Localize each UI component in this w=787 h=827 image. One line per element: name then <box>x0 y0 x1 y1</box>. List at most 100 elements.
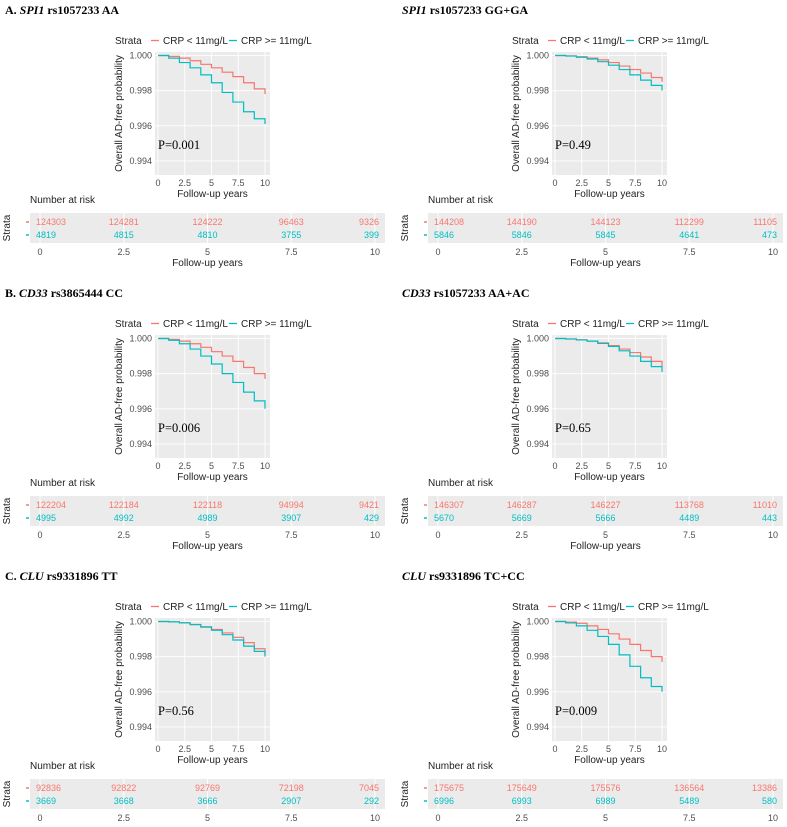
x-tick-label: 5 <box>209 744 214 754</box>
risk-count-high: 4489 <box>679 513 699 523</box>
risk-count-high: 473 <box>762 230 777 240</box>
legend-title: Strata <box>115 36 142 47</box>
risk-table-title: Number at risk <box>428 195 494 206</box>
x-tick-label: 5 <box>209 461 214 471</box>
x-tick-label: 10 <box>657 178 667 188</box>
risk-x-tick-label: 0 <box>37 530 42 540</box>
curve-crp-high <box>555 337 663 372</box>
risk-count-high: 6996 <box>434 796 454 806</box>
x-tick-label: 0 <box>155 744 160 754</box>
legend-label-low: CRP < 11mg/L <box>560 602 625 613</box>
risk-table-title: Number at risk <box>30 478 96 489</box>
risk-table-title: Number at risk <box>30 195 96 206</box>
risk-count-low: 94994 <box>279 500 304 510</box>
risk-count-high: 2907 <box>281 796 301 806</box>
y-tick-label: 0.996 <box>526 687 549 697</box>
panel-title-gene: CLU <box>20 569 45 583</box>
x-axis-label: Follow-up years <box>177 189 248 200</box>
risk-count-high: 429 <box>364 513 379 523</box>
curve-crp-high <box>555 620 663 692</box>
risk-x-tick-label: 2.5 <box>117 247 130 257</box>
risk-count-low: 92836 <box>36 783 61 793</box>
risk-x-tick-label: 7.5 <box>285 813 298 822</box>
legend-label-high: CRP >= 11mg/L <box>638 36 709 47</box>
panel-title-gene: CD33 <box>402 286 431 300</box>
legend-title: Strata <box>512 602 539 613</box>
panel-title-prefix: A. <box>5 3 20 17</box>
risk-x-axis-label: Follow-up years <box>172 258 243 269</box>
risk-count-high: 5846 <box>434 230 454 240</box>
risk-x-tick-label: 2.5 <box>515 247 528 257</box>
x-tick-label: 7.5 <box>232 461 245 471</box>
x-tick-label: 5 <box>606 178 611 188</box>
risk-count-high: 399 <box>364 230 379 240</box>
risk-count-high: 4810 <box>197 230 217 240</box>
legend-label-high: CRP >= 11mg/L <box>241 319 312 330</box>
panel-title-gene: CD33 <box>19 286 48 300</box>
legend-label-low: CRP < 11mg/L <box>560 319 625 330</box>
km-panel-5: C. CLU rs9331896 TT Strata CRP < 11mg/L CRP… <box>2 569 385 827</box>
risk-count-low: 124222 <box>192 217 222 227</box>
panel-title: CD33 rs1057233 AA+AC <box>402 286 530 300</box>
x-tick-label: 7.5 <box>232 178 245 188</box>
panel-title-gene: SPI1 <box>20 3 45 17</box>
x-tick-label: 10 <box>260 178 270 188</box>
risk-count-low: 175675 <box>434 783 464 793</box>
panel-title-rest: rs9331896 TT <box>44 569 118 583</box>
panel-title-gene: SPI1 <box>402 3 427 17</box>
x-tick-label: 2.5 <box>178 744 191 754</box>
risk-count-high: 443 <box>762 513 777 523</box>
risk-count-low: 9421 <box>359 500 379 510</box>
y-tick-label: 0.996 <box>526 404 549 414</box>
risk-count-high: 5846 <box>512 230 532 240</box>
risk-strata-label: Strata <box>400 780 411 807</box>
risk-count-high: 5670 <box>434 513 454 523</box>
y-tick-label: 0.996 <box>129 687 152 697</box>
curve-crp-high <box>555 54 663 91</box>
legend-title: Strata <box>512 319 539 330</box>
risk-count-low: 112299 <box>675 217 704 227</box>
risk-count-low: 136564 <box>674 783 704 793</box>
p-value: P=0.006 <box>158 421 200 435</box>
risk-x-tick-label: 10 <box>370 813 380 822</box>
risk-strata-label: Strata <box>400 214 411 241</box>
p-value: P=0.65 <box>555 421 591 435</box>
y-tick-label: 1.000 <box>129 51 152 61</box>
risk-count-low: 146227 <box>590 500 620 510</box>
legend-title: Strata <box>115 602 142 613</box>
y-tick-label: 0.994 <box>526 439 549 449</box>
y-tick-label: 0.994 <box>129 439 152 449</box>
risk-x-tick-label: 5 <box>205 530 210 540</box>
plot-panel <box>155 618 270 741</box>
y-axis-label: Overall AD-free probability <box>114 55 125 172</box>
km-panel-2: SPI1 rs1057233 GG+GA Strata CRP < 11mg/L CR… <box>400 3 783 269</box>
panel-title-prefix: C. <box>5 569 20 583</box>
km-panel-6: CLU rs9331896 TC+CC Strata CRP < 11mg/L CRP… <box>400 569 783 827</box>
risk-count-high: 6989 <box>595 796 615 806</box>
km-panel-4: CD33 rs1057233 AA+AC Strata CRP < 11mg/L CR… <box>400 286 783 552</box>
risk-x-tick-label: 10 <box>768 247 778 257</box>
y-axis-label: Overall AD-free probability <box>511 338 522 455</box>
risk-x-tick-label: 10 <box>370 247 380 257</box>
legend-title: Strata <box>512 36 539 47</box>
x-tick-label: 0 <box>155 461 160 471</box>
y-tick-label: 0.998 <box>129 86 152 96</box>
risk-count-low: 122184 <box>109 500 139 510</box>
risk-table-title: Number at risk <box>428 478 494 489</box>
risk-x-tick-label: 7.5 <box>683 813 696 822</box>
risk-count-high: 3666 <box>197 796 217 806</box>
y-tick-label: 0.996 <box>129 404 152 414</box>
risk-count-high: 6993 <box>512 796 532 806</box>
risk-count-high: 5845 <box>595 230 615 240</box>
x-axis-label: Follow-up years <box>574 755 645 766</box>
risk-x-tick-label: 5 <box>603 530 608 540</box>
x-tick-label: 10 <box>260 461 270 471</box>
x-tick-label: 5 <box>606 744 611 754</box>
x-tick-label: 0 <box>552 178 557 188</box>
x-tick-label: 7.5 <box>232 744 245 754</box>
risk-count-low: 9326 <box>359 217 379 227</box>
risk-count-low: 144123 <box>590 217 620 227</box>
y-tick-label: 0.996 <box>129 121 152 131</box>
risk-count-high: 580 <box>762 796 777 806</box>
